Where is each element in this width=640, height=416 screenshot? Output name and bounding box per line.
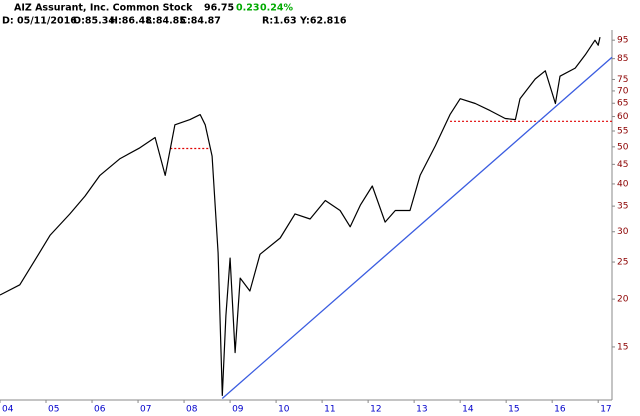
x-tick-label: 10 xyxy=(278,405,290,415)
y-tick-label: 95 xyxy=(617,36,628,46)
price-change: 0.23 xyxy=(236,3,259,14)
y-tick-label: 60 xyxy=(617,112,629,122)
x-tick-label: 05 xyxy=(48,405,59,415)
x-tick-label: 12 xyxy=(370,405,381,415)
x-tick-label: 11 xyxy=(324,405,335,415)
y-tick-label: 55 xyxy=(617,127,628,137)
x-tick-label: 09 xyxy=(232,405,244,415)
y-tick-label: 35 xyxy=(617,202,628,212)
x-tick-label: 04 xyxy=(2,405,14,415)
y-tick-label: 15 xyxy=(617,342,628,352)
x-tick-label: 08 xyxy=(186,405,198,415)
y-tick-label: 30 xyxy=(617,227,629,237)
x-tick-label: 17 xyxy=(600,405,611,415)
y-tick-label: 50 xyxy=(617,142,629,152)
x-tick-label: 16 xyxy=(554,405,566,415)
price-line xyxy=(0,36,601,397)
last-price: 96.75 xyxy=(204,3,234,14)
info-date: D: 05/11/2016 xyxy=(2,16,77,27)
price-change-pct: 0.24% xyxy=(260,3,293,14)
y-tick-label: 65 xyxy=(617,99,628,109)
x-tick-label: 06 xyxy=(94,405,106,415)
readout-y: Y:62.816 xyxy=(299,16,347,27)
info-close: C:84.87 xyxy=(180,16,221,27)
y-tick-label: 40 xyxy=(617,179,629,189)
x-tick-label: 15 xyxy=(508,405,519,415)
x-tick-label: 07 xyxy=(140,405,151,415)
info-high: H:86.48 xyxy=(110,16,152,27)
y-tick-label: 25 xyxy=(617,258,628,268)
x-tick-label: 14 xyxy=(462,405,474,415)
y-tick-label: 85 xyxy=(617,54,628,64)
chart-title: AIZ Assurant, Inc. Common Stock xyxy=(14,3,193,14)
y-tick-label: 45 xyxy=(617,160,628,170)
x-tick-label: 13 xyxy=(416,405,427,415)
readout-r: R:1.63 xyxy=(262,16,297,27)
y-tick-label: 20 xyxy=(617,295,629,305)
y-tick-label: 70 xyxy=(617,86,629,96)
trend-line xyxy=(221,56,613,399)
info-open: O:85.34 xyxy=(73,16,115,27)
y-tick-label: 75 xyxy=(617,75,628,85)
info-low: L:84.85 xyxy=(146,16,186,27)
